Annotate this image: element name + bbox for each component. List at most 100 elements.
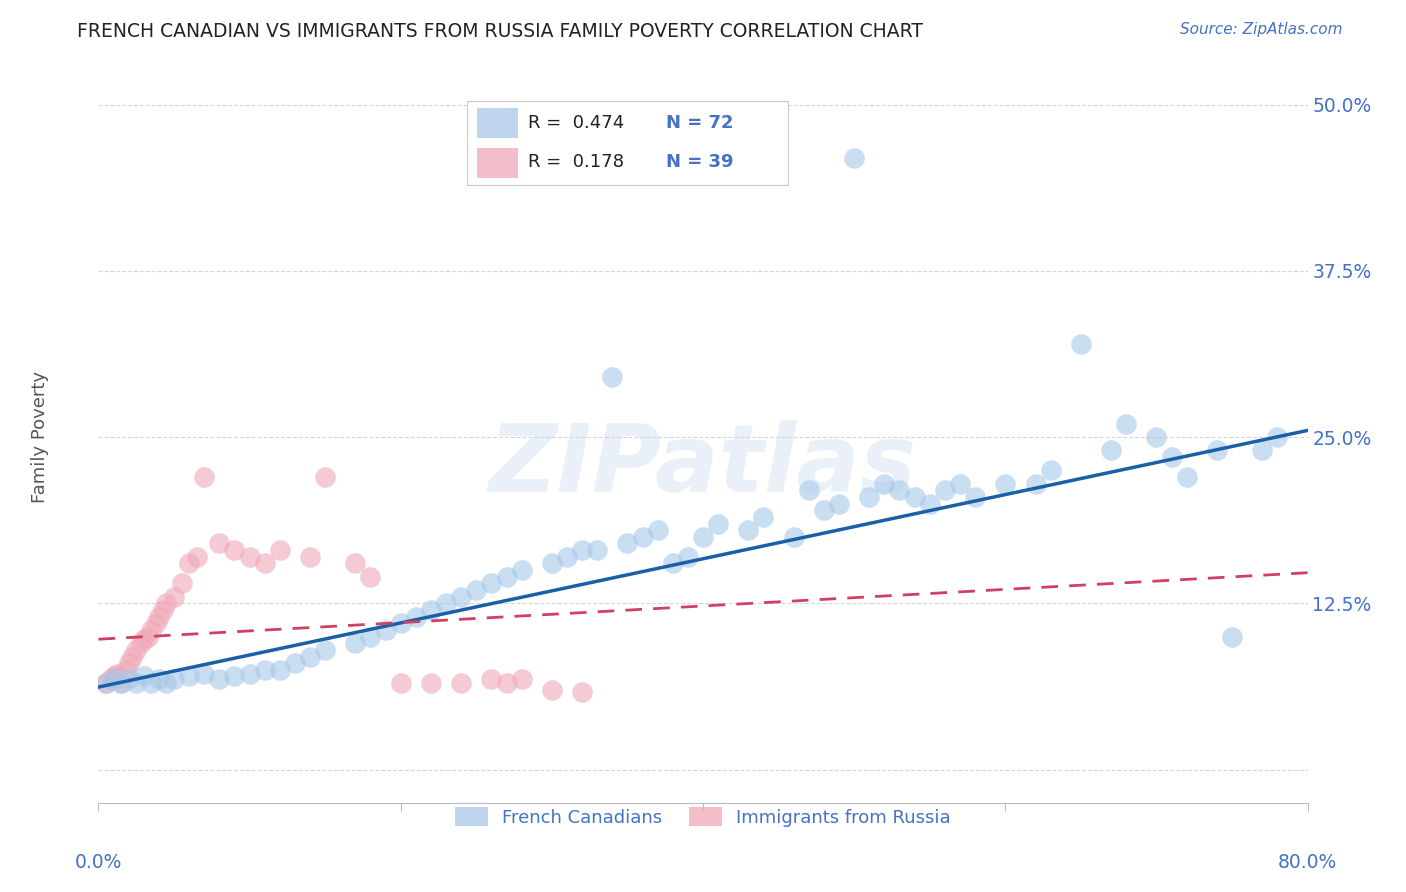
Point	[389, 616, 412, 631]
Point	[193, 470, 215, 484]
Point	[616, 536, 638, 550]
Point	[510, 672, 533, 686]
Point	[450, 590, 472, 604]
Point	[118, 672, 141, 686]
Point	[1160, 450, 1182, 464]
Point	[571, 543, 593, 558]
Point	[481, 672, 503, 686]
Point	[121, 649, 143, 664]
Point	[1175, 470, 1198, 484]
Point	[737, 523, 759, 537]
Point	[374, 623, 396, 637]
Point	[103, 669, 125, 683]
Point	[314, 470, 336, 484]
Point	[510, 563, 533, 577]
Point	[163, 590, 186, 604]
Point	[481, 576, 503, 591]
Point	[360, 630, 382, 644]
Point	[179, 557, 201, 571]
Point	[540, 557, 562, 571]
Point	[1115, 417, 1137, 431]
Point	[344, 557, 367, 571]
Point	[586, 543, 609, 558]
Point	[602, 370, 624, 384]
Point	[141, 676, 163, 690]
Point	[103, 672, 125, 686]
Point	[1251, 443, 1274, 458]
Text: FRENCH CANADIAN VS IMMIGRANTS FROM RUSSIA FAMILY POVERTY CORRELATION CHART: FRENCH CANADIAN VS IMMIGRANTS FROM RUSSI…	[77, 22, 924, 41]
Point	[152, 603, 174, 617]
Point	[179, 669, 201, 683]
Point	[389, 676, 412, 690]
Point	[224, 669, 246, 683]
Point	[155, 676, 177, 690]
Point	[100, 672, 122, 686]
Point	[186, 549, 208, 564]
Point	[155, 596, 177, 610]
Point	[465, 582, 488, 597]
Point	[1039, 463, 1062, 477]
Point	[208, 672, 231, 686]
Point	[239, 549, 262, 564]
Point	[904, 490, 927, 504]
Point	[889, 483, 911, 498]
Point	[1267, 430, 1289, 444]
Text: 0.0%: 0.0%	[75, 854, 122, 872]
Point	[132, 632, 155, 647]
Point	[495, 676, 517, 690]
Point	[707, 516, 730, 531]
Text: 80.0%: 80.0%	[1278, 854, 1337, 872]
Point	[239, 666, 262, 681]
Point	[934, 483, 956, 498]
Point	[1206, 443, 1229, 458]
Point	[314, 643, 336, 657]
Point	[94, 676, 117, 690]
Point	[1024, 476, 1046, 491]
Point	[661, 557, 683, 571]
Point	[692, 530, 714, 544]
Point	[269, 663, 291, 677]
Point	[344, 636, 367, 650]
Point	[299, 549, 322, 564]
Point	[434, 596, 457, 610]
Point	[193, 666, 215, 681]
Point	[540, 682, 562, 697]
Legend: French Canadians, Immigrants from Russia: French Canadians, Immigrants from Russia	[449, 800, 957, 834]
Point	[170, 576, 193, 591]
Point	[105, 666, 128, 681]
Point	[253, 557, 276, 571]
Point	[299, 649, 322, 664]
Point	[125, 676, 148, 690]
Point	[148, 672, 170, 686]
Point	[405, 609, 427, 624]
Point	[360, 570, 382, 584]
Point	[676, 549, 699, 564]
Point	[269, 543, 291, 558]
Point	[136, 630, 159, 644]
Point	[141, 623, 163, 637]
Point	[555, 549, 578, 564]
Point	[94, 676, 117, 690]
Point	[1220, 630, 1243, 644]
Point	[420, 676, 443, 690]
Point	[145, 616, 167, 631]
Point	[495, 570, 517, 584]
Point	[844, 151, 866, 165]
Point	[813, 503, 835, 517]
Text: Source: ZipAtlas.com: Source: ZipAtlas.com	[1180, 22, 1343, 37]
Point	[129, 636, 152, 650]
Point	[1144, 430, 1167, 444]
Point	[918, 497, 941, 511]
Text: Family Poverty: Family Poverty	[31, 371, 49, 503]
Point	[783, 530, 806, 544]
Point	[132, 669, 155, 683]
Point	[450, 676, 472, 690]
Point	[163, 672, 186, 686]
Point	[253, 663, 276, 677]
Point	[858, 490, 880, 504]
Point	[994, 476, 1017, 491]
Point	[110, 676, 132, 690]
Point	[1070, 337, 1092, 351]
Point	[828, 497, 851, 511]
Point	[114, 663, 136, 677]
